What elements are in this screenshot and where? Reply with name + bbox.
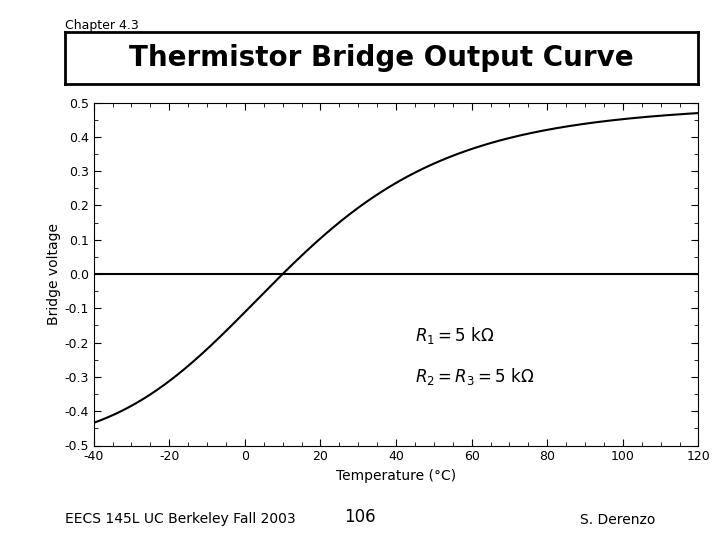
Text: Thermistor Bridge Output Curve: Thermistor Bridge Output Curve xyxy=(130,44,634,72)
Text: $R_1 = 5\ \mathrm{k}\Omega$: $R_1 = 5\ \mathrm{k}\Omega$ xyxy=(415,325,495,346)
Text: EECS 145L UC Berkeley Fall 2003: EECS 145L UC Berkeley Fall 2003 xyxy=(65,512,295,526)
Text: $R_2 = R_3 = 5\ \mathrm{k}\Omega$: $R_2 = R_3 = 5\ \mathrm{k}\Omega$ xyxy=(415,367,534,387)
X-axis label: Temperature (°C): Temperature (°C) xyxy=(336,469,456,483)
Text: S. Derenzo: S. Derenzo xyxy=(580,512,655,526)
Text: 106: 106 xyxy=(344,509,376,526)
Text: Chapter 4.3: Chapter 4.3 xyxy=(65,19,138,32)
Y-axis label: Bridge voltage: Bridge voltage xyxy=(48,223,61,325)
